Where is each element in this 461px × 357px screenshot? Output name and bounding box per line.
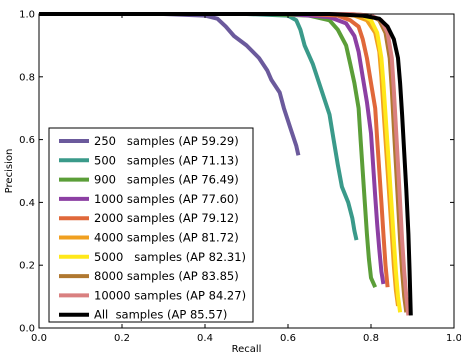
series-layer	[39, 12, 413, 316]
series-line-2	[39, 12, 359, 241]
legend-entry-label: 900 samples (AP 76.49)	[94, 173, 239, 187]
x-tick-label: 0.2	[114, 333, 130, 344]
legend-entry-label: All samples (AP 85.57)	[94, 308, 227, 322]
y-tick-label: 0.4	[19, 198, 35, 209]
y-axis-label: Precision	[4, 149, 15, 194]
y-tick-label: 0.8	[19, 72, 35, 83]
y-tick-label: 0.6	[19, 135, 35, 146]
x-tick-label: 0.6	[280, 333, 296, 344]
x-tick-label: 1.0	[446, 333, 461, 344]
x-tick-label: 0.4	[197, 333, 213, 344]
y-tick-label: 1.0	[19, 10, 35, 21]
x-tick-label: 0.0	[31, 333, 47, 344]
series-line-10	[39, 12, 413, 316]
series-line-5	[39, 12, 390, 288]
y-tick-label: 0.0	[19, 324, 35, 335]
legend-entry-label: 8000 samples (AP 83.85)	[94, 269, 239, 283]
legend-entry-label: 500 samples (AP 71.13)	[94, 153, 239, 167]
legend-entry-label: 4000 samples (AP 81.72)	[94, 231, 239, 245]
legend-entry-label: 2000 samples (AP 79.12)	[94, 211, 239, 225]
legend: 250 samples (AP 59.29) 500 samples (AP 71…	[48, 127, 254, 323]
x-tick-label: 0.8	[363, 333, 379, 344]
series-line-4	[39, 12, 386, 285]
y-tick-label: 0.2	[19, 261, 35, 272]
ticks-layer: 0.0 0.2 0.4 0.6 0.8 1.0 0.0 0.2 0.4 0.6 0.8 1.0	[19, 10, 461, 345]
legend-entry-label: 250 samples (AP 59.29)	[94, 134, 239, 148]
legend-entry-label: 5000 samples (AP 82.31)	[94, 250, 246, 264]
series-line-1	[39, 12, 301, 156]
legend-entry-label: 10000 samples (AP 84.27)	[94, 288, 246, 302]
x-axis-label: Recall	[232, 344, 262, 355]
plot-frame	[38, 13, 455, 329]
legend-entry-label: 1000 samples (AP 77.60)	[94, 192, 239, 206]
